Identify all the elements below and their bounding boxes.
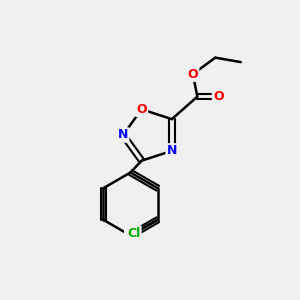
Text: N: N xyxy=(125,229,136,242)
Text: N: N xyxy=(167,144,177,158)
Text: O: O xyxy=(188,68,198,81)
Text: Cl: Cl xyxy=(127,227,140,240)
Text: O: O xyxy=(213,90,224,103)
Text: N: N xyxy=(118,128,128,142)
Text: O: O xyxy=(136,103,147,116)
